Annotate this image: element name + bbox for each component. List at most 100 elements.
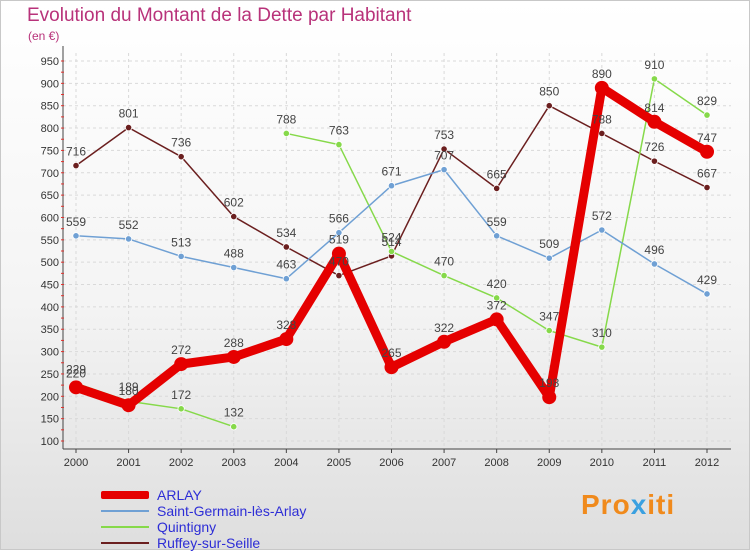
data-label: 372: [487, 298, 507, 312]
data-label: 322: [434, 321, 454, 335]
data-label: 496: [644, 243, 664, 257]
data-label: 829: [697, 94, 717, 108]
data-label: 198: [539, 376, 559, 390]
data-label: 747: [697, 131, 717, 145]
y-tick-label: 150: [41, 414, 59, 426]
data-label: 559: [66, 215, 86, 229]
data-point: [440, 271, 448, 280]
data-label: 429: [697, 273, 717, 287]
data-label: 671: [381, 165, 401, 179]
grid-layer: [63, 53, 731, 449]
data-point: [440, 166, 448, 174]
data-point: [545, 102, 553, 110]
x-tick-label: 2007: [432, 457, 456, 469]
data-point: [387, 247, 396, 256]
x-tick-label: 2012: [695, 457, 719, 469]
data-label: 566: [329, 212, 349, 226]
data-label: 509: [539, 237, 559, 251]
data-label: 420: [487, 277, 507, 291]
x-tick-label: 2003: [222, 457, 246, 469]
data-point: [703, 290, 711, 298]
legend-label: ARLAY: [157, 487, 202, 503]
data-point: [177, 405, 185, 413]
data-point: [331, 246, 346, 261]
data-label: 513: [171, 235, 191, 249]
data-point: [279, 332, 294, 347]
data-label: 726: [644, 140, 664, 154]
data-label: 602: [224, 196, 244, 210]
data-label: 788: [592, 112, 612, 126]
data-point: [230, 263, 238, 272]
data-label: 470: [434, 255, 454, 269]
data-point: [703, 183, 711, 192]
logo-text-x: x: [630, 489, 648, 520]
axis-layer: 100 150 200 250 300 350 400 450 500 550 600 650 700 7…: [41, 46, 731, 469]
y-tick-label: 950: [41, 56, 59, 68]
data-point: [598, 129, 606, 138]
data-label-layer: 220 180 272 288 328 519 265 322 372 198 890 814 747 5…: [66, 58, 717, 420]
data-label: 716: [66, 145, 86, 159]
y-tick-label: 200: [41, 391, 59, 403]
data-point: [650, 260, 659, 268]
data-label: 272: [171, 343, 191, 357]
y-tick-label: 600: [41, 212, 59, 224]
data-point: [335, 141, 343, 149]
y-tick-label: 900: [41, 78, 59, 90]
data-point: [177, 252, 185, 260]
data-label: 707: [434, 149, 454, 163]
data-point: [493, 294, 501, 302]
y-tick-label: 800: [41, 123, 59, 135]
y-tick-label: 400: [41, 302, 59, 314]
data-point: [282, 129, 290, 138]
x-tick-label: 2006: [379, 457, 403, 469]
data-label: 519: [329, 233, 349, 247]
legend-label: Ruffey-sur-Seille: [157, 535, 261, 551]
data-point: [545, 326, 553, 335]
legend-swatch: [101, 542, 149, 544]
data-point: [650, 157, 659, 165]
data-point: [121, 398, 136, 413]
data-label: 172: [171, 388, 191, 402]
data-label: 288: [224, 336, 244, 350]
x-tick-label: 2004: [274, 457, 298, 469]
x-tick-label: 2010: [590, 457, 614, 469]
data-label: 220: [66, 366, 86, 380]
data-label: 850: [539, 85, 559, 99]
logo-text-pro: Pro: [581, 489, 631, 520]
x-tick-label: 2001: [116, 457, 140, 469]
data-label: 189: [119, 380, 139, 394]
data-point: [440, 145, 448, 153]
data-point: [230, 423, 238, 431]
y-tick-label: 350: [41, 324, 59, 336]
x-tick-label: 2008: [484, 457, 508, 469]
data-point: [598, 226, 606, 234]
x-tick-label: 2005: [327, 457, 351, 469]
data-point: [335, 271, 343, 280]
data-label: 667: [697, 167, 717, 181]
data-label: 665: [487, 167, 507, 181]
legend-swatch: [101, 510, 149, 512]
data-label: 310: [592, 326, 612, 340]
data-label: 910: [644, 58, 664, 72]
data-label: 801: [119, 107, 139, 121]
data-point: [489, 312, 504, 327]
data-point: [282, 275, 290, 283]
data-point: [542, 390, 557, 405]
data-point: [124, 124, 133, 132]
y-tick-label: 500: [41, 257, 59, 269]
y-tick-label: 300: [41, 347, 59, 359]
y-tick-label: 700: [41, 168, 59, 180]
data-point: [335, 229, 343, 237]
y-tick-label: 650: [41, 190, 59, 202]
data-point: [384, 360, 399, 375]
series-layer: [69, 75, 714, 431]
proxiti-logo: Proxiti: [581, 489, 675, 521]
data-point: [174, 357, 189, 372]
y-tick-label: 550: [41, 235, 59, 247]
data-label: 559: [487, 215, 507, 229]
data-label: 753: [434, 128, 454, 142]
x-tick-label: 2002: [169, 457, 193, 469]
y-tick-label: 100: [41, 436, 59, 448]
